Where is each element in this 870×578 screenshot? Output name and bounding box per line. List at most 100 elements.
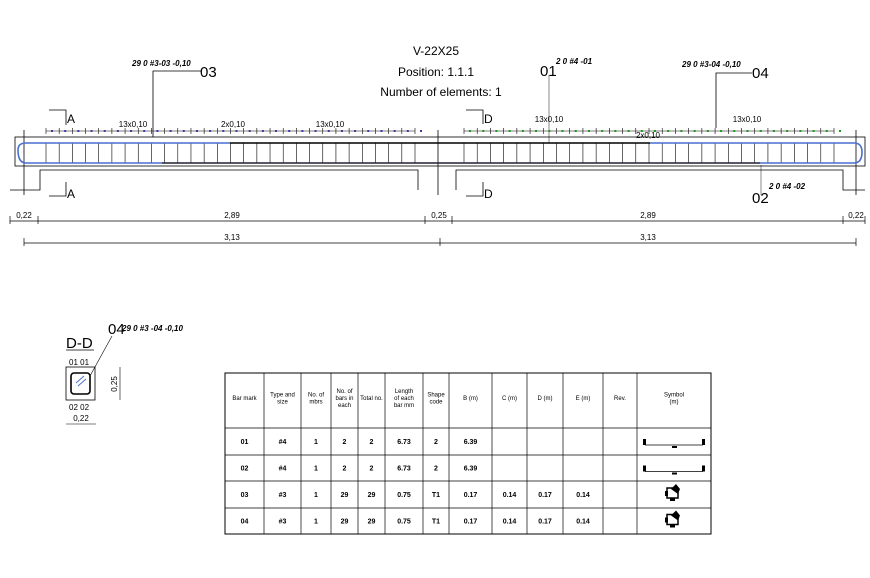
table-cell: 1 (314, 439, 318, 446)
table-cell: 2 (343, 439, 347, 446)
section-d-top[interactable]: D (484, 112, 493, 126)
stirrup-mark (103, 130, 106, 132)
callout-03-mark: 03 (200, 64, 217, 81)
stirrup-mark (182, 130, 185, 132)
table-cell: 0.75 (397, 519, 411, 526)
table-cell: 29 (368, 519, 376, 526)
table-cell: 2 (370, 439, 374, 446)
stirrup-mark (587, 130, 590, 132)
table-header: Type and size (270, 393, 295, 406)
table-cell: 2 (370, 466, 374, 473)
stirrup-mark (209, 130, 212, 132)
dim-label: 0,25 (431, 211, 447, 220)
stirrup-mark (825, 130, 828, 132)
table-cell: 04 (241, 519, 249, 526)
stirrup-symbol-icon (665, 510, 680, 528)
stirrup-mark (746, 130, 749, 132)
table-cell: 1 (314, 519, 318, 526)
table-cell: T1 (432, 519, 440, 526)
stirrup-mark (51, 130, 53, 132)
table-header: Length of each bar mm (394, 389, 414, 409)
callout-02-text: 2 0 #4 -02 (768, 182, 806, 191)
table-cell: 03 (241, 492, 249, 499)
stirrup-mark (380, 130, 383, 132)
stirrup-mark (720, 130, 723, 132)
callout-04-leader (715, 72, 752, 128)
detail-width: 0,22 (73, 414, 89, 423)
stirrup-mark (680, 130, 683, 132)
dim-label: 3,13 (640, 233, 656, 242)
table-cell: 29 (368, 492, 376, 499)
table-cell: 0.14 (503, 519, 517, 526)
stirrup-mark (261, 130, 264, 132)
stirrup-mark (693, 130, 696, 132)
spacing-label: 13x0,10 (316, 120, 345, 129)
stirrup-mark (77, 130, 80, 132)
stirrup-mark (614, 130, 617, 132)
table-cell: 0.14 (503, 492, 517, 499)
stirrup-mark (535, 130, 538, 132)
table-cell: 6.39 (464, 439, 478, 446)
table-header: No. of bars in each (335, 389, 353, 409)
stirrup-mark (574, 130, 577, 132)
table-cell: 2 (434, 439, 438, 446)
stirrup-mark (354, 130, 357, 132)
stirrup-mark (248, 130, 251, 132)
stirrup-mark (508, 130, 511, 132)
stirrup-mark (561, 130, 564, 132)
stirrup-mark (420, 130, 422, 132)
table-cell: 6.73 (397, 439, 411, 446)
callout-04-text: 29 0 #3-04 -0,10 (681, 60, 741, 69)
table-cell: 2 (343, 466, 347, 473)
table-header: Rev. (614, 396, 626, 402)
stirrup-mark (495, 130, 498, 132)
bar-schedule-table: Bar mark Type and size No. of mbrs No. of bars… (224, 372, 712, 535)
table-header: No. of mbrs (308, 393, 324, 406)
stirrup-mark (839, 130, 841, 132)
detail-top-bars: 01 01 (69, 358, 90, 367)
table-cell: 0.14 (576, 492, 590, 499)
stirrup-mark (706, 130, 709, 132)
table-cell: 6.73 (397, 466, 411, 473)
section-d-bottom[interactable]: D (484, 187, 493, 201)
section-a-top[interactable]: A (67, 112, 75, 126)
table-header: Symbol (m) (664, 393, 684, 406)
position-label: Position: 1.1.1 (398, 65, 474, 79)
callout-02-mark: 02 (752, 190, 769, 207)
stirrup-mark (812, 130, 815, 132)
table-header: Total no. (360, 396, 383, 402)
stirrup-mark (469, 130, 471, 132)
stirrup-mark (759, 130, 762, 132)
stirrup-mark (733, 130, 736, 132)
stirrup-mark (654, 130, 656, 132)
stirrup-marks (45, 128, 841, 134)
dim-label: 2,89 (224, 211, 240, 220)
stirrup-mark (327, 130, 330, 132)
stirrup-mark (130, 130, 133, 132)
table-cell: #3 (279, 492, 287, 499)
detail-section (65, 366, 96, 401)
stirrup-mark (275, 130, 278, 132)
stirrup-mark (64, 130, 67, 132)
table-cell: 0.17 (464, 492, 478, 499)
table-cell: 6.39 (464, 466, 478, 473)
section-a-bottom[interactable]: A (67, 187, 75, 201)
callout-01-mark: 01 (540, 63, 557, 80)
spacing-label: 13x0,10 (119, 120, 148, 129)
detail-mark: 04 (108, 321, 125, 338)
spacing-label: 2x0,10 (636, 131, 661, 140)
callout-04-mark: 04 (752, 65, 769, 82)
stirrup-mark (772, 130, 775, 132)
elements-label: Number of elements: 1 (380, 85, 502, 99)
stirrup-mark (640, 130, 643, 132)
stirrup-mark (627, 130, 630, 132)
stirrup-mark (406, 130, 409, 132)
stirrup-mark (156, 130, 159, 132)
stirrup-mark (143, 130, 146, 132)
table-cell: 1 (314, 466, 318, 473)
table-header: Shape code (427, 393, 445, 406)
stirrup-mark (314, 130, 317, 132)
long-bars (17, 142, 863, 164)
stirrup-mark (548, 130, 551, 132)
stirrup-mark (393, 130, 396, 132)
